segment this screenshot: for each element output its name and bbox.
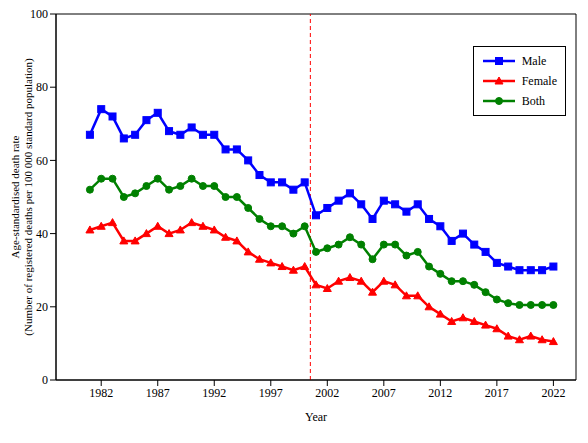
svg-text:100: 100 [30,8,48,21]
svg-text:0: 0 [42,373,48,387]
svg-text:20: 20 [36,300,48,314]
svg-text:2012: 2012 [428,386,452,400]
svg-text:Year: Year [305,410,327,424]
svg-text:2022: 2022 [541,386,565,400]
svg-text:1992: 1992 [202,386,226,400]
html-text:Female: Female [521,73,557,88]
svg-text:2002: 2002 [315,386,339,400]
svg-text:2017: 2017 [485,386,509,400]
html-text:Male: Male [521,53,547,68]
svg-text:Age-standardised death rate: Age-standardised death rate [9,135,21,258]
svg-text:1997: 1997 [259,386,283,400]
svg-text:40: 40 [36,227,48,241]
html-text:Both: Both [521,93,545,108]
svg-text:2007: 2007 [372,386,396,400]
svg-text:80: 80 [36,80,48,94]
svg-text:1982: 1982 [89,386,113,400]
svg-text:(Number of registered deaths p: (Number of registered deaths per 100 000… [22,58,35,336]
svg-text:1987: 1987 [146,386,170,400]
svg-text:60: 60 [36,154,48,168]
